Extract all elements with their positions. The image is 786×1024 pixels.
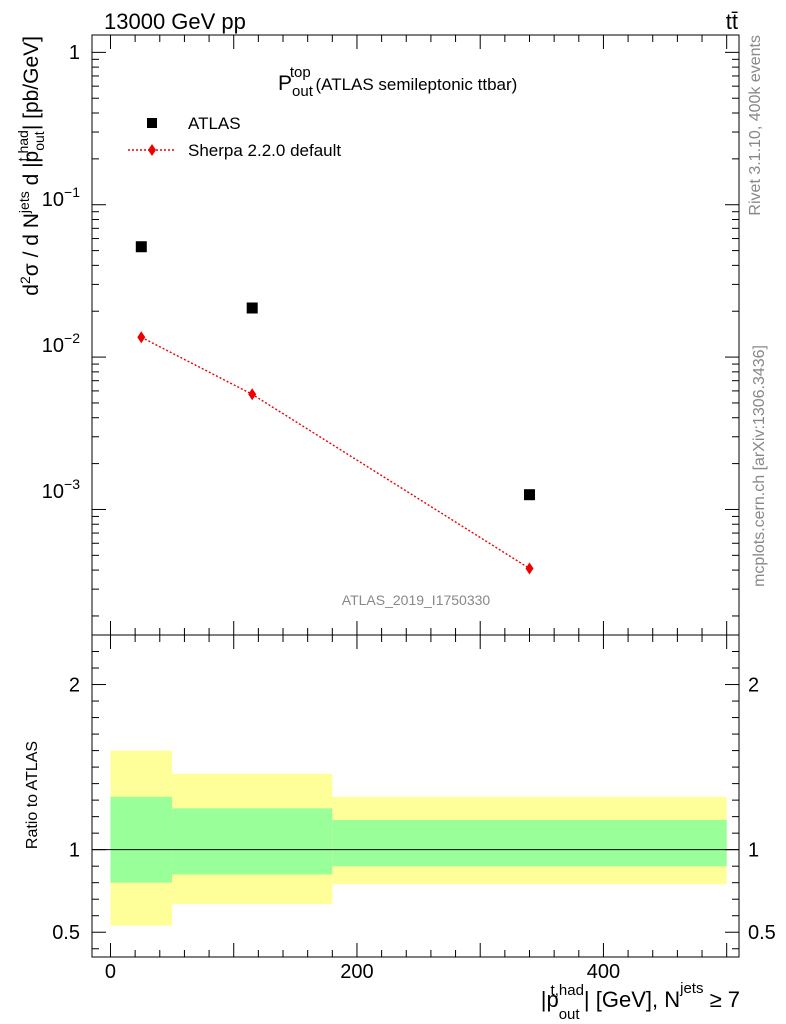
ratio-band-inner [110,796,173,883]
ratio-ytick-label-right: 1 [748,840,759,862]
plot-title: Pout top (ATLAS semileptonic ttbar) [278,64,517,100]
ratio-ytick-label-left: 2 [69,675,80,697]
rivet-label: Rivet 3.1.10, 400k events [747,35,764,216]
ytick-label-0.01: 10−2 [42,330,80,357]
ratio-ytick-label-left: 1 [69,840,80,862]
ytick-label-0.1: 10−1 [42,184,80,211]
ratio-tick-labels: 0.5 0.5 1 1 2 2 0 200 400 [52,675,776,983]
ratio-axis-ticks [92,635,739,957]
series-sherpa [137,331,534,575]
atlas-point [135,241,147,253]
ratio-panel: 0.5 0.5 1 1 2 2 0 200 400 Ratio to ATLAS |poutt,… [24,634,776,1023]
ratio-bands [110,750,727,926]
ratio-band-inner [332,819,727,867]
sherpa-point [525,562,534,575]
legend-label-sherpa: Sherpa 2.2.0 default [188,141,341,160]
main-axis-ticks [92,35,739,635]
main-ylabel: d2σ / d Njets d |poutt,had| [pb/GeV] [15,36,47,296]
main-ytick-labels: 1 10−1 10−2 10−3 [42,42,80,503]
ratio-ytick-label-left: 0.5 [52,922,80,944]
mcplots-label: mcplots.cern.ch [arXiv:1306.3436] [751,345,768,587]
ratio-ytick-label-right: 0.5 [748,922,776,944]
atlas-point [523,489,535,501]
ratio-xtick-label: 0 [105,961,116,983]
analysis-watermark: ATLAS_2019_I1750330 [342,592,491,608]
ratio-xlabel: |poutt,had| [GeV], Njets ≥ 7 [541,980,740,1023]
sherpa-point [137,331,146,344]
legend: ATLAS Sherpa 2.2.0 default [128,114,341,160]
ratio-band-inner [172,808,333,875]
ratio-xtick-label: 200 [340,961,373,983]
plot-title-rest: (ATLAS semileptonic ttbar) [311,75,518,94]
energy-label: 13000 GeV pp [104,9,246,34]
sherpa-line [140,336,530,570]
ratio-ylabel: Ratio to ATLAS [24,741,41,849]
main-panel: Pout top (ATLAS semileptonic ttbar) ATLAS… [15,34,740,636]
ratio-xtick-label: 400 [587,961,620,983]
legend-label-atlas: ATLAS [188,114,241,133]
sherpa-point [248,388,257,401]
plot-title-main: P [278,72,292,95]
series-atlas [135,241,535,501]
legend-marker-atlas [147,118,157,128]
process-label: tt̄ [726,9,738,34]
ratio-panel-frame [91,634,740,958]
ytick-label-0.001: 10−3 [42,476,80,503]
legend-marker-sherpa [148,144,156,156]
atlas-point [246,302,258,314]
plot-title-sup: top [290,64,311,81]
ratio-ytick-label-right: 2 [748,675,759,697]
plot-title-sub: out [292,83,314,100]
ytick-label-1: 1 [69,42,80,64]
